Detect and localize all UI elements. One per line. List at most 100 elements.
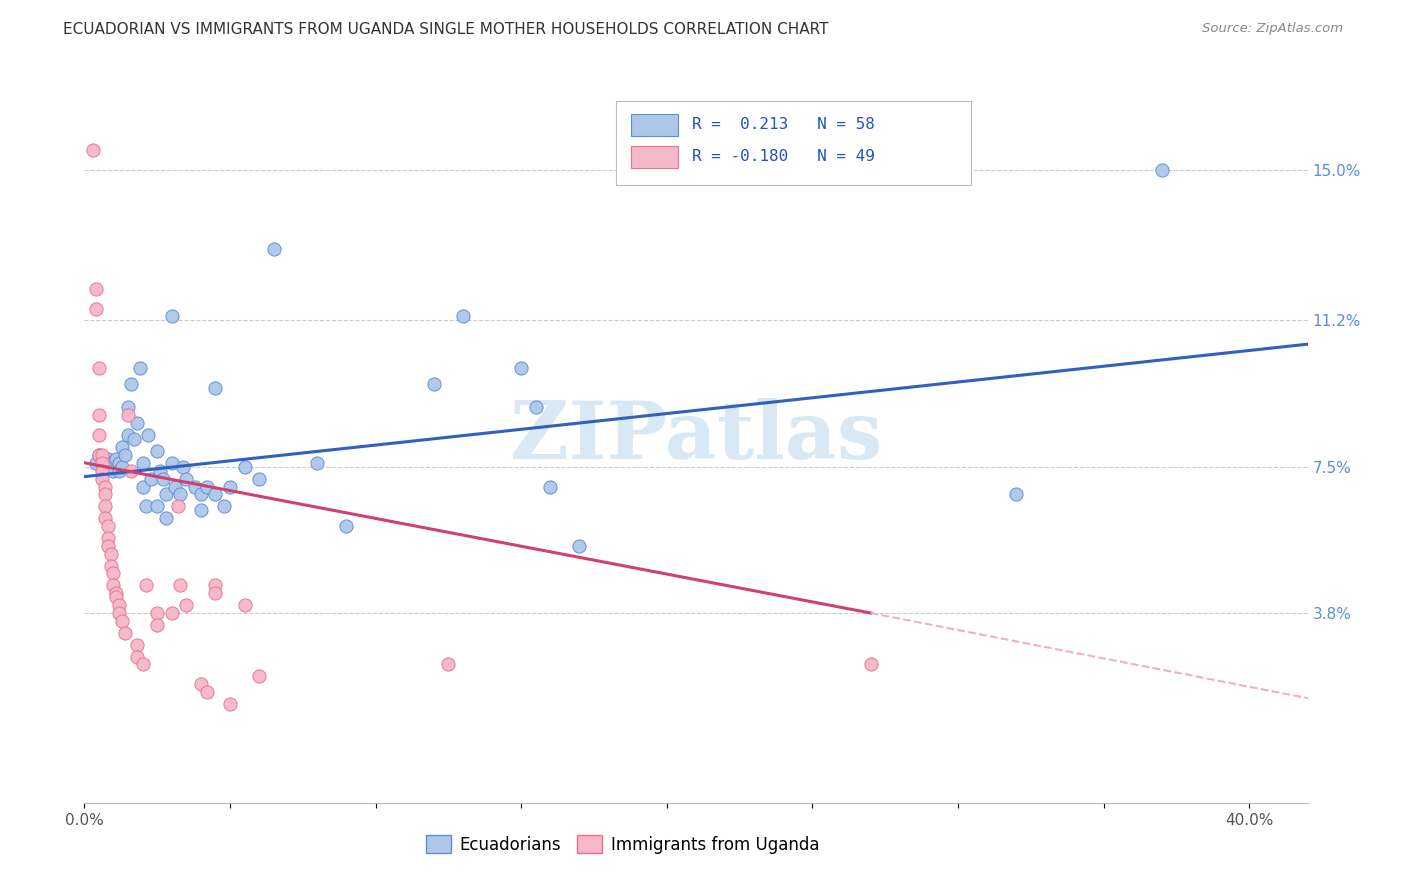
Legend: Ecuadorians, Immigrants from Uganda: Ecuadorians, Immigrants from Uganda	[419, 829, 825, 860]
Point	[524, 401, 547, 415]
Point	[125, 638, 148, 652]
Point	[117, 428, 139, 442]
Point	[155, 487, 177, 501]
Text: ECUADORIAN VS IMMIGRANTS FROM UGANDA SINGLE MOTHER HOUSEHOLDS CORRELATION CHART: ECUADORIAN VS IMMIGRANTS FROM UGANDA SIN…	[63, 22, 828, 37]
Point	[204, 586, 226, 600]
Point	[163, 479, 186, 493]
Point	[451, 310, 474, 324]
Point	[263, 242, 285, 256]
Point	[105, 451, 128, 466]
Point	[138, 428, 160, 442]
Point	[568, 539, 591, 553]
Point	[169, 578, 191, 592]
Text: R =  0.213   N = 58: R = 0.213 N = 58	[692, 117, 875, 132]
Point	[1005, 487, 1028, 501]
Point	[90, 464, 112, 478]
Point	[859, 657, 882, 672]
Point	[146, 444, 169, 458]
Point	[108, 464, 131, 478]
Point	[233, 459, 256, 474]
Point	[120, 376, 142, 391]
Point	[90, 472, 112, 486]
Point	[93, 487, 115, 501]
Point	[97, 519, 120, 533]
Point	[131, 456, 153, 470]
Point	[82, 144, 104, 158]
Point	[160, 456, 183, 470]
Point	[90, 451, 112, 466]
Point	[146, 500, 169, 514]
Point	[93, 500, 115, 514]
Point	[131, 479, 153, 493]
Point	[103, 578, 125, 592]
Point	[190, 503, 212, 517]
Point	[122, 432, 145, 446]
Point	[84, 456, 107, 470]
Point	[135, 578, 157, 592]
Point	[146, 606, 169, 620]
Point	[93, 479, 115, 493]
Point	[103, 566, 125, 581]
Point	[247, 472, 270, 486]
Text: Source: ZipAtlas.com: Source: ZipAtlas.com	[1202, 22, 1343, 36]
Point	[105, 586, 128, 600]
Point	[169, 487, 191, 501]
Point	[174, 598, 197, 612]
Point	[114, 625, 136, 640]
Point	[437, 657, 460, 672]
Point	[131, 657, 153, 672]
Point	[97, 531, 120, 545]
Point	[184, 479, 207, 493]
Point	[100, 558, 122, 573]
Text: R = -0.180   N = 49: R = -0.180 N = 49	[692, 150, 875, 164]
Point	[195, 479, 218, 493]
Point	[212, 500, 235, 514]
Point	[114, 448, 136, 462]
Point	[100, 456, 122, 470]
Point	[247, 669, 270, 683]
Point	[174, 472, 197, 486]
Point	[111, 459, 134, 474]
Point	[84, 301, 107, 316]
Point	[120, 464, 142, 478]
Point	[160, 310, 183, 324]
Point	[172, 459, 194, 474]
Point	[103, 464, 125, 478]
Point	[307, 456, 329, 470]
Point	[100, 547, 122, 561]
Point	[87, 409, 110, 423]
Point	[204, 381, 226, 395]
Point	[1150, 163, 1173, 178]
Point	[103, 459, 125, 474]
Point	[105, 591, 128, 605]
Point	[90, 448, 112, 462]
Point	[93, 456, 115, 470]
Point	[97, 451, 120, 466]
Point	[90, 456, 112, 470]
Point	[108, 456, 131, 470]
Point	[149, 464, 172, 478]
Point	[155, 511, 177, 525]
Point	[195, 685, 218, 699]
Point	[125, 649, 148, 664]
Point	[128, 360, 150, 375]
Point	[146, 618, 169, 632]
Point	[93, 511, 115, 525]
Point	[160, 606, 183, 620]
FancyBboxPatch shape	[631, 114, 678, 136]
Point	[190, 487, 212, 501]
Point	[125, 416, 148, 430]
FancyBboxPatch shape	[616, 101, 972, 185]
Point	[87, 448, 110, 462]
Point	[335, 519, 357, 533]
Point	[108, 606, 131, 620]
Point	[84, 282, 107, 296]
Point	[87, 360, 110, 375]
Point	[87, 448, 110, 462]
Point	[204, 487, 226, 501]
Point	[510, 360, 533, 375]
Point	[97, 539, 120, 553]
Point	[219, 479, 242, 493]
FancyBboxPatch shape	[631, 146, 678, 168]
Point	[166, 500, 188, 514]
